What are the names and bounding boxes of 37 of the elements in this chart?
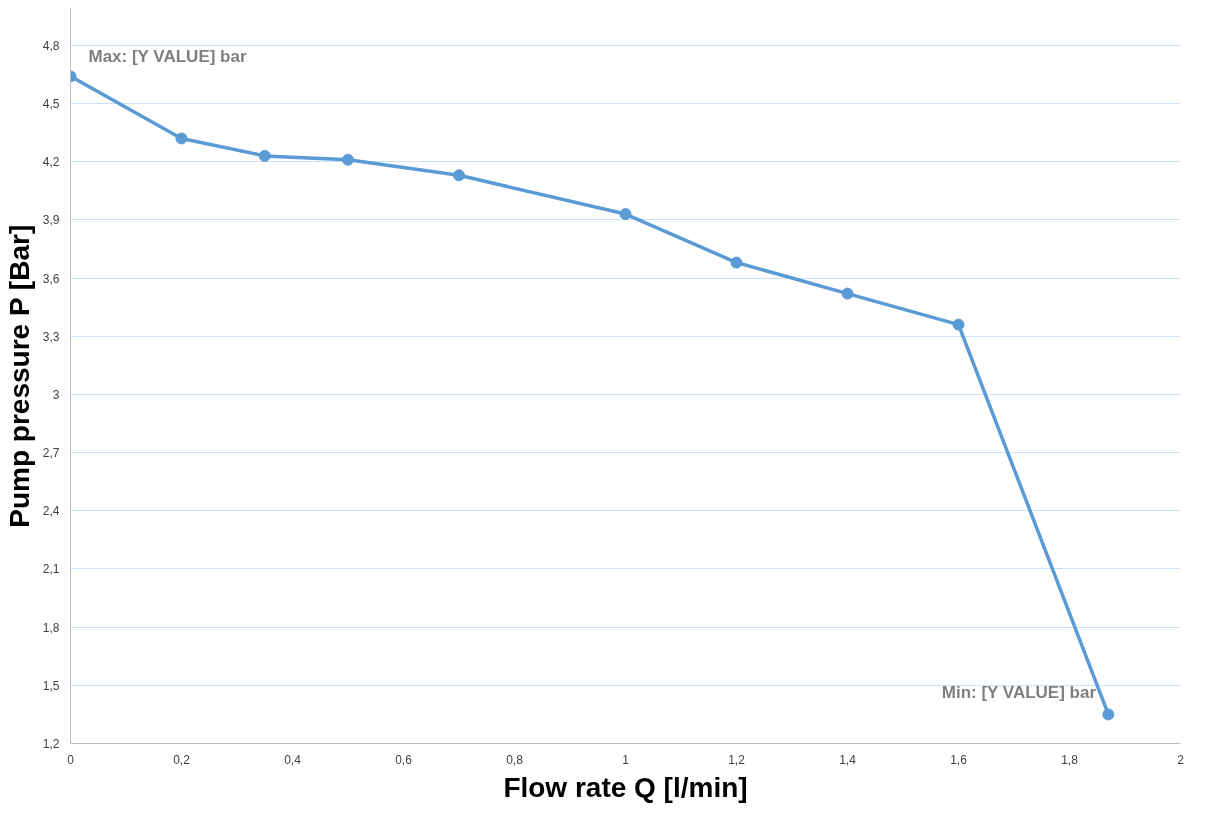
x-tick-label: 2 — [1177, 752, 1185, 767]
x-tick-label: 1,4 — [839, 752, 857, 767]
point — [952, 318, 965, 331]
x-tick-label: 0,8 — [506, 752, 524, 767]
y-tick-label: 1,5 — [42, 678, 60, 693]
point — [841, 287, 854, 300]
y-tick-label: 3,3 — [42, 329, 60, 344]
x-tick-label: 0 — [67, 752, 75, 767]
point — [619, 208, 632, 221]
point — [730, 256, 743, 269]
y-tick-label: 1,2 — [42, 737, 60, 751]
x-tick-label: 0,4 — [284, 752, 302, 767]
y-tick-label: 4,2 — [42, 155, 60, 170]
y-tick-label: 4,5 — [42, 97, 60, 112]
point — [342, 153, 354, 166]
x-tick-label: 0,2 — [173, 752, 191, 767]
x-axis-title: Flow rate Q [l/min] — [503, 771, 748, 803]
annotation: Max: [Y VALUE] bar — [88, 47, 247, 67]
y-tick-label: 2,7 — [42, 446, 60, 461]
x-tick-label: 1,6 — [950, 752, 968, 767]
y-tick-label: 2,4 — [42, 504, 60, 519]
x-tick-label: 1 — [622, 752, 630, 767]
point — [1102, 708, 1115, 721]
point — [175, 132, 188, 145]
y-tick-label: 1,8 — [42, 620, 60, 635]
x-tick-label: 1,2 — [728, 752, 746, 767]
point — [258, 149, 271, 162]
point — [453, 169, 465, 182]
y-tick-label: 4,8 — [42, 38, 60, 53]
y-axis-title: Pump pressure P [Bar] — [3, 224, 35, 528]
x-tick-label: 1,8 — [1061, 752, 1079, 767]
y-tick-label: 3,9 — [42, 213, 60, 228]
x-tick-label: 0,6 — [395, 752, 413, 767]
y-tick-label: 2,1 — [42, 562, 60, 577]
y-tick-label: 3 — [52, 387, 60, 402]
annotation: Min: [Y VALUE] bar — [941, 683, 1097, 703]
y-tick-label: 3,6 — [42, 271, 60, 286]
